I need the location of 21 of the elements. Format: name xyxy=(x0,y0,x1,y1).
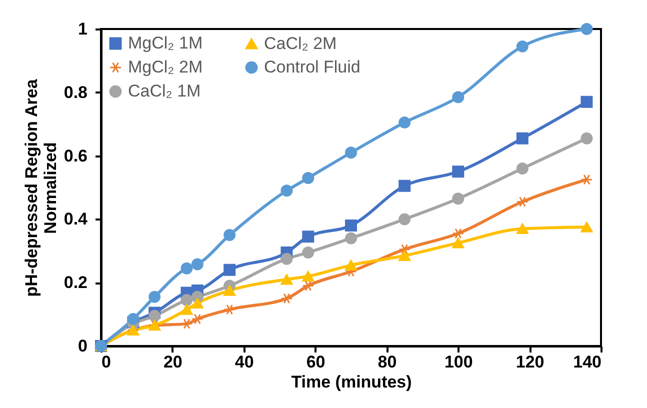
legend-label: MgCl₂ 2M xyxy=(128,58,203,76)
y-tick-label: 1 xyxy=(78,20,88,38)
y-tick-label: 0.2 xyxy=(64,273,88,292)
x-tick-label: 120 xyxy=(516,352,544,372)
x-tick-label: 0 xyxy=(102,352,111,372)
x-tick-label: 100 xyxy=(444,352,473,372)
x-tick-label: 40 xyxy=(234,352,254,372)
x-tick-label: 80 xyxy=(378,352,397,372)
x-tick-label: 20 xyxy=(163,352,182,372)
y-tick-label: 0.4 xyxy=(64,210,88,229)
x-tick-label: 60 xyxy=(306,352,326,372)
y-axis-title: pH-depressed Region Area Normalized xyxy=(22,78,60,297)
y-tick-label: 0 xyxy=(78,336,88,356)
legend-label: MgCl₂ 1M xyxy=(128,34,203,53)
legend-label: CaCl₂ 2M xyxy=(264,34,337,53)
x-axis-title: Time (minutes) xyxy=(291,372,412,392)
legend-label: Control Fluid xyxy=(264,58,360,76)
y-tick-label: 0.8 xyxy=(64,82,88,102)
y-tick-label: 0.6 xyxy=(64,146,88,166)
legend-label: CaCl₂ 1M xyxy=(128,82,201,100)
x-tick-label: 140 xyxy=(573,352,602,372)
